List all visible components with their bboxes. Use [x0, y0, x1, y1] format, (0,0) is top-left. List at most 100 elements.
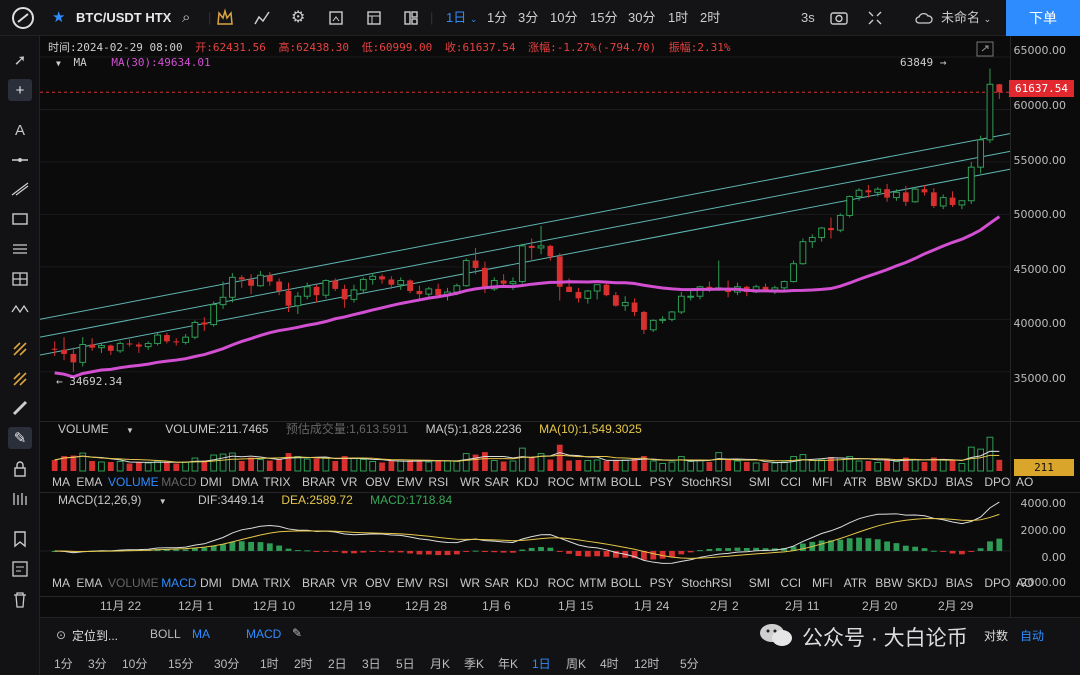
indicator-tab[interactable]: SKDJ: [906, 576, 938, 590]
indicator-tab[interactable]: VR: [340, 475, 358, 489]
indicator-tab[interactable]: DPO: [984, 576, 1011, 590]
period-option[interactable]: 年K: [498, 657, 519, 671]
fib-tool-icon[interactable]: [8, 238, 32, 260]
cloud-icon[interactable]: [914, 0, 934, 36]
timeframe-10m[interactable]: 10分: [550, 10, 578, 25]
camera-icon[interactable]: [829, 0, 849, 36]
period-option[interactable]: 1分: [54, 657, 73, 671]
indicator-tab[interactable]: RSI: [428, 576, 449, 590]
fullscreen-icon[interactable]: [866, 0, 884, 36]
indicator-tab[interactable]: BBW: [875, 576, 903, 590]
crown-icon[interactable]: [216, 0, 234, 36]
timeframe-30m[interactable]: 30分: [628, 10, 656, 25]
indicator-tab[interactable]: CCI: [780, 576, 802, 590]
indicator-tab[interactable]: WR: [460, 576, 480, 590]
period-option[interactable]: 5分: [680, 657, 699, 671]
indicator-tab[interactable]: SKDJ: [906, 475, 938, 489]
indicator-chart-icon[interactable]: [253, 0, 271, 36]
pattern-tool-2-icon[interactable]: [8, 368, 32, 390]
indicator-macd[interactable]: MACD: [246, 627, 282, 641]
period-option[interactable]: 1时: [260, 657, 279, 671]
period-option[interactable]: 季K: [464, 657, 485, 671]
indicator-tab[interactable]: SAR: [484, 475, 510, 489]
expand-icon[interactable]: [976, 41, 994, 60]
ma-legend[interactable]: ▼ MA MA(30):49634.01: [56, 56, 211, 69]
indicator-tab[interactable]: VOLUME: [108, 475, 159, 489]
symbol-name[interactable]: BTC/USDT HTX: [76, 10, 172, 25]
indicator-tab[interactable]: SMI: [748, 576, 771, 590]
indicator-tab[interactable]: KDJ: [516, 576, 539, 590]
wave-tool-icon[interactable]: [8, 298, 32, 320]
line-tool-icon[interactable]: [8, 149, 32, 171]
period-option[interactable]: 10分: [122, 657, 148, 671]
indicator-tab[interactable]: EMV: [396, 475, 423, 489]
timeframe-1m[interactable]: 1分: [487, 10, 508, 25]
lock-icon[interactable]: [8, 458, 32, 480]
indicator-tab[interactable]: OBV: [365, 475, 391, 489]
indicator-tab[interactable]: BOLL: [610, 475, 642, 489]
screenshot-icon[interactable]: [328, 0, 344, 36]
order-button[interactable]: 下单: [1006, 0, 1080, 36]
ruler-icon[interactable]: [8, 397, 32, 419]
search-icon[interactable]: ⌕: [182, 9, 191, 26]
timeframe-15m[interactable]: 15分: [590, 10, 618, 25]
volume-legend[interactable]: VOLUME ▼ VOLUME:211.7465 预估成交量:1,613.591…: [58, 420, 656, 438]
indicator-tab[interactable]: PSY: [649, 475, 674, 489]
indicator-tab[interactable]: CCI: [780, 475, 802, 489]
indicator-tab[interactable]: BBW: [875, 475, 903, 489]
period-option[interactable]: 5日: [396, 657, 415, 671]
grid-tool-icon[interactable]: [8, 268, 32, 290]
period-option[interactable]: 月K: [430, 657, 451, 671]
indicator-tab[interactable]: EMA: [76, 475, 103, 489]
indicator-tab[interactable]: KDJ: [516, 475, 539, 489]
indicator-tab[interactable]: MTM: [579, 576, 607, 590]
layout-name[interactable]: 未命名 ⌄: [941, 10, 992, 25]
period-option[interactable]: 2日: [328, 657, 347, 671]
indicator-tab[interactable]: MACD: [161, 475, 197, 489]
indicator-tab[interactable]: BRAR: [302, 475, 336, 489]
indicator-tab[interactable]: BIAS: [945, 475, 973, 489]
indicator-tab[interactable]: RSI: [428, 475, 449, 489]
chart-canvas[interactable]: [40, 36, 1080, 617]
rectangle-tool-icon[interactable]: [8, 208, 32, 230]
indicator-tab[interactable]: BRAR: [302, 576, 336, 590]
indicator-tab[interactable]: DMI: [200, 576, 222, 590]
period-option[interactable]: 1日: [532, 657, 551, 671]
indicator-tab[interactable]: MTM: [579, 475, 607, 489]
indicator-tab[interactable]: ATR: [843, 576, 867, 590]
indicator-tab[interactable]: ATR: [843, 475, 867, 489]
indicator-tab[interactable]: MA: [52, 576, 70, 590]
magnet-icon[interactable]: [8, 488, 32, 510]
indicator-tab[interactable]: OBV: [365, 576, 391, 590]
trash-icon[interactable]: [8, 589, 32, 611]
period-option[interactable]: 30分: [214, 657, 240, 671]
indicator-tab[interactable]: EMV: [396, 576, 423, 590]
edit-indicator-icon[interactable]: ✎: [292, 626, 303, 640]
indicator-tab[interactable]: VR: [340, 576, 358, 590]
auto-scale-toggle[interactable]: 自动: [1020, 629, 1045, 643]
period-option[interactable]: 3分: [88, 657, 107, 671]
period-option[interactable]: 12时: [634, 657, 660, 671]
text-tool-icon[interactable]: A: [14, 121, 25, 139]
timeframe-1h[interactable]: 1时: [668, 10, 689, 25]
indicator-tab[interactable]: EMA: [76, 576, 103, 590]
indicator-tab[interactable]: ROC: [547, 576, 575, 590]
locate-icon[interactable]: ⊙: [56, 628, 67, 642]
indicator-tab[interactable]: MFI: [812, 576, 833, 590]
indicator-tab[interactable]: StochRSI: [681, 475, 732, 489]
crosshair-icon[interactable]: +: [8, 79, 32, 101]
indicator-tab[interactable]: AO: [1016, 576, 1034, 590]
indicator-tab[interactable]: DPO: [984, 475, 1011, 489]
locate-button[interactable]: 定位到...: [72, 629, 119, 643]
indicator-tab[interactable]: DMA: [231, 475, 259, 489]
indicator-tab[interactable]: AO: [1016, 475, 1034, 489]
indicator-ma[interactable]: MA: [192, 627, 210, 641]
indicator-tab[interactable]: PSY: [649, 576, 674, 590]
pattern-tool-icon[interactable]: [8, 338, 32, 360]
bookmark-icon[interactable]: [8, 528, 32, 550]
macd-legend[interactable]: MACD(12,26,9) ▼ DIF:3449.14 DEA:2589.72 …: [58, 493, 466, 511]
period-option[interactable]: 4时: [600, 657, 619, 671]
period-option[interactable]: 15分: [168, 657, 194, 671]
template-icon[interactable]: [366, 0, 382, 36]
timeframe-1d[interactable]: 1日 ⌄: [446, 10, 478, 25]
